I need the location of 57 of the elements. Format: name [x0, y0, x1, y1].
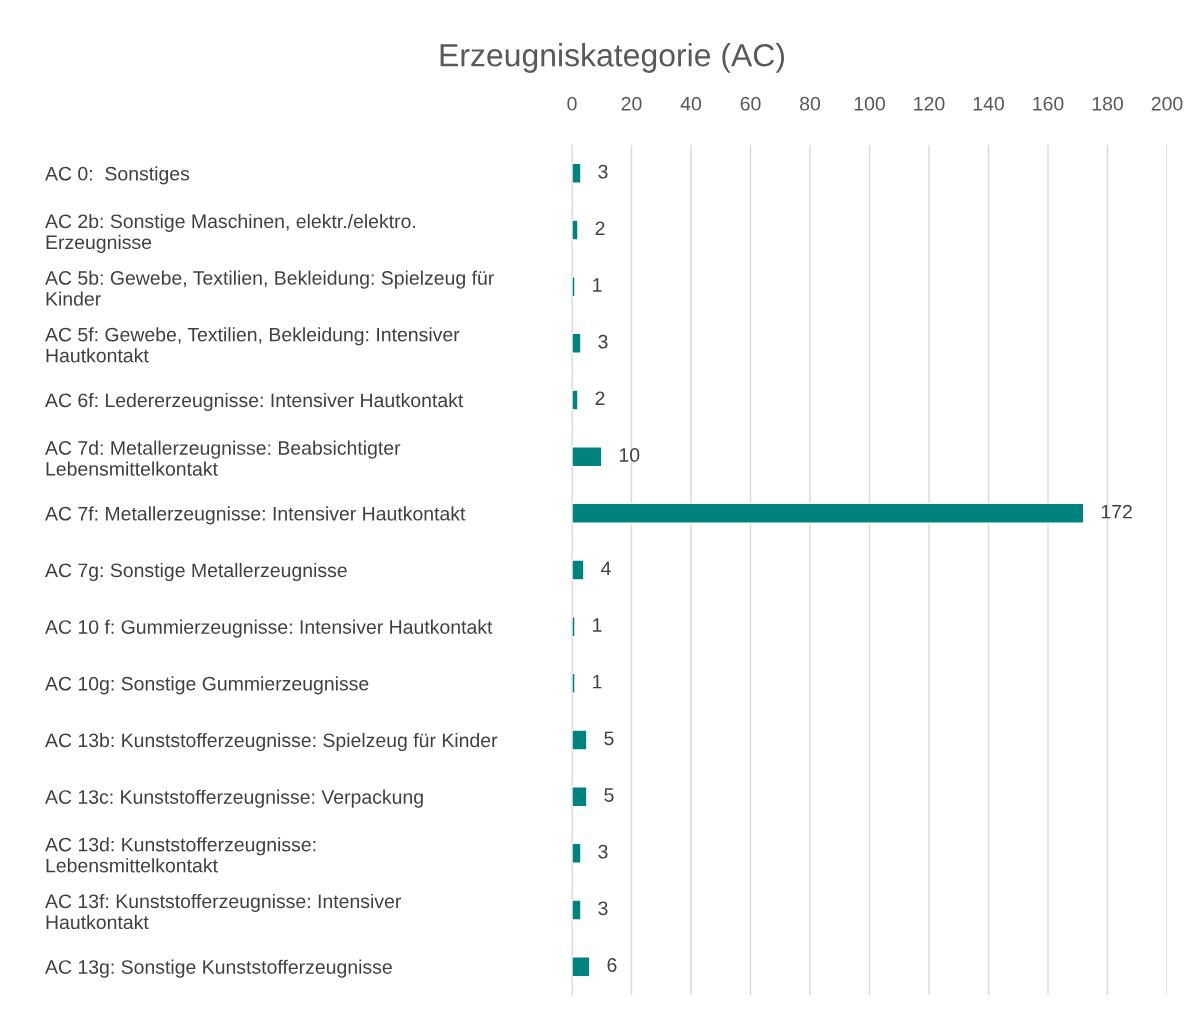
data-label: 10	[619, 448, 640, 462]
data-label: 1	[593, 618, 602, 632]
y-tick-label: AC 7g: Sonstige Metallerzeugnisse	[45, 562, 347, 582]
data-label: 3	[598, 164, 608, 179]
data-label: 3	[598, 901, 608, 916]
bar	[572, 559, 585, 581]
data-label: 1	[593, 278, 602, 292]
x-tick-label: 200	[1151, 96, 1183, 111]
bar	[572, 219, 579, 241]
x-tick-label: 60	[740, 96, 761, 111]
data-label: 172	[1101, 504, 1132, 519]
y-tick-label: AC 7d: Metallerzeugnisse: Beabsichtigter Lebensmittelkontakt	[45, 440, 401, 476]
chart-title: Erzeugniskategorie (AC)	[440, 43, 785, 73]
bar	[572, 276, 576, 298]
y-tick-label: AC 13c: Kunststofferzeugnisse: Verpackung	[45, 789, 423, 808]
bar	[572, 899, 582, 921]
x-tick-label: 20	[621, 96, 642, 111]
x-tick-label: 0	[567, 96, 577, 111]
y-tick-label: AC 5f: Gewebe, Textilien, Bekleidung: Intensiver Hautkontakt	[45, 327, 460, 363]
bar	[572, 672, 576, 694]
x-tick-label: 120	[914, 96, 945, 111]
y-tick-label: AC 7f: Metallerzeugnisse: Intensiver Hautkontakt	[45, 506, 466, 525]
data-label: 3	[598, 844, 608, 859]
bar	[572, 332, 582, 354]
data-label: 5	[604, 731, 614, 746]
bar	[572, 446, 603, 468]
data-label: 1	[593, 674, 602, 689]
y-tick-label: AC 0: Sonstiges	[45, 166, 190, 185]
data-label: 2	[595, 391, 605, 406]
x-tick-label: 140	[973, 96, 1004, 111]
data-label: 3	[598, 334, 608, 349]
y-tick-label: AC 5b: Gewebe, Textilien, Bekleidung: Spielzeug für Kinder	[45, 270, 494, 306]
y-tick-label: AC 13g: Sonstige Kunststofferzeugnisse	[45, 959, 392, 978]
x-tick-label: 80	[800, 96, 821, 111]
bar	[572, 842, 582, 864]
x-tick-label: 160	[1033, 96, 1064, 111]
x-tick-label: 100	[854, 96, 885, 111]
y-tick-label: AC 2b: Sonstige Maschinen, elektr./elektro. Erzeugnisse	[45, 213, 416, 253]
bar	[572, 616, 576, 638]
data-label: 4	[601, 561, 611, 576]
y-tick-label: AC 6f: Ledererzeugnisse: Intensiver Hautkontakt	[45, 392, 464, 412]
data-label: 6	[607, 958, 617, 972]
data-label: 5	[604, 788, 614, 802]
bar	[572, 389, 579, 411]
y-tick-label: AC 10 f: Gummierzeugnisse: Intensiver Hautkontakt	[45, 619, 493, 638]
bar	[572, 502, 1085, 524]
y-tick-label: AC 13f: Kunststofferzeugnisse: Intensiver Hautkontakt	[45, 893, 401, 930]
y-tick-label: AC 10g: Sonstige Gummierzeugnisse	[45, 676, 369, 695]
y-tick-label: AC 13d: Kunststofferzeugnisse: Lebensmittelkontakt	[45, 837, 316, 873]
bar	[572, 786, 588, 808]
bar	[572, 956, 591, 978]
bar	[572, 729, 588, 751]
y-tick-label: AC 13b: Kunststofferzeugnisse: Spielzeug für Kinder	[45, 732, 498, 752]
bar	[572, 162, 582, 184]
x-tick-label: 180	[1092, 96, 1123, 111]
data-label: 2	[595, 221, 605, 236]
x-tick-label: 40	[680, 96, 702, 111]
